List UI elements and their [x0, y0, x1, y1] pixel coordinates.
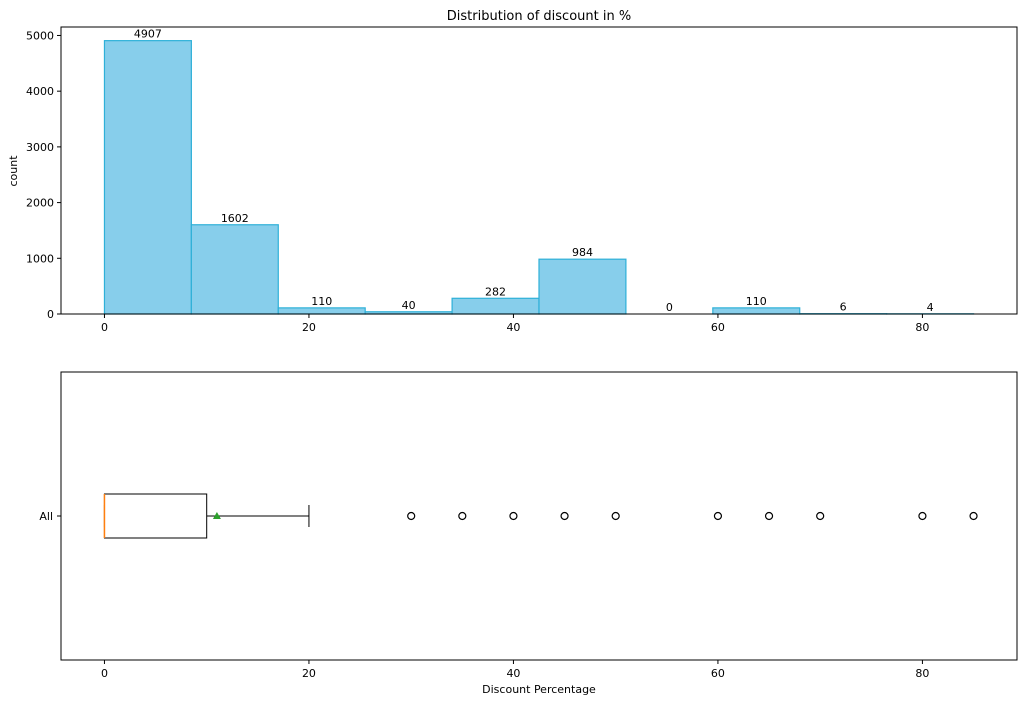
histogram-plot-frame [60, 26, 1018, 315]
boxplot-panel: 0 20 40 60 80 All Discount Percentage [39, 371, 1018, 696]
histogram-y-tick-label: 2000 [26, 197, 54, 210]
histogram-bar [712, 307, 801, 315]
boxplot-category-label: All [39, 510, 53, 523]
histogram-title: Distribution of discount in % [447, 9, 631, 24]
histogram-bar-label: 110 [311, 295, 332, 308]
histogram-bar-label: 0 [666, 301, 673, 314]
histogram-y-axis-label: count [7, 155, 20, 187]
histogram-x-tick-label: 60 [711, 321, 725, 334]
box-outlier [969, 511, 978, 521]
histogram-bar-label: 110 [746, 295, 767, 308]
boxplot-x-axis-label: Discount Percentage [482, 683, 596, 696]
box-outlier [918, 511, 927, 521]
boxplot-x-tick-label: 20 [302, 667, 316, 680]
box-mean-marker [212, 512, 221, 519]
histogram-x-tick-label: 0 [101, 321, 108, 334]
histogram-bar-label: 4 [927, 301, 934, 314]
box-outlier [816, 511, 825, 521]
histogram-bar [451, 297, 540, 315]
box-outlier [611, 511, 620, 521]
histogram-bar-label: 40 [402, 299, 416, 312]
box-outlier [560, 511, 569, 521]
box-outlier [407, 511, 416, 521]
histogram-x-tick-label: 80 [915, 321, 929, 334]
boxplot-x-tick-label: 0 [101, 667, 108, 680]
histogram-bar-label: 6 [840, 301, 847, 314]
box-iqr [103, 493, 208, 539]
histogram-bar-labels: 4907 1602 110 40 282 984 0 110 6 4 [134, 28, 934, 314]
histogram-y-tick-label: 0 [47, 308, 54, 321]
histogram-bar-label: 282 [485, 285, 506, 298]
boxplot-x-ticks: 0 20 40 60 80 [101, 660, 929, 680]
histogram-bar-label: 984 [572, 246, 593, 259]
histogram-x-ticks: 0 20 40 60 80 [101, 314, 929, 334]
boxplot-elements [103, 493, 978, 539]
boxplot-x-tick-label: 40 [506, 667, 520, 680]
histogram-panel: Distribution of discount in % count 4907… [7, 9, 1018, 334]
histogram-bar [538, 258, 627, 315]
boxplot-x-tick-label: 80 [915, 667, 929, 680]
boxplot-plot-frame [60, 371, 1018, 661]
histogram-bars [103, 40, 975, 315]
histogram-y-tick-label: 4000 [26, 85, 54, 98]
boxplot-y-ticks: All [39, 510, 61, 523]
box-outlier [713, 511, 723, 521]
histogram-x-tick-label: 20 [302, 321, 316, 334]
histogram-bar [190, 224, 279, 315]
histogram-bar [277, 307, 366, 315]
histogram-y-tick-label: 1000 [26, 252, 54, 265]
histogram-bar [103, 40, 192, 315]
histogram-bar-label: 4907 [134, 28, 162, 41]
histogram-x-tick-label: 40 [506, 321, 520, 334]
histogram-bar-label: 1602 [221, 212, 249, 225]
histogram-y-tick-label: 5000 [26, 29, 54, 42]
box-outlier [764, 511, 774, 521]
box-outlier [509, 511, 518, 521]
box-outlier [458, 511, 467, 521]
boxplot-x-tick-label: 60 [711, 667, 725, 680]
histogram-y-ticks: 0 1000 2000 3000 4000 5000 [26, 29, 61, 321]
histogram-y-tick-label: 3000 [26, 141, 54, 154]
